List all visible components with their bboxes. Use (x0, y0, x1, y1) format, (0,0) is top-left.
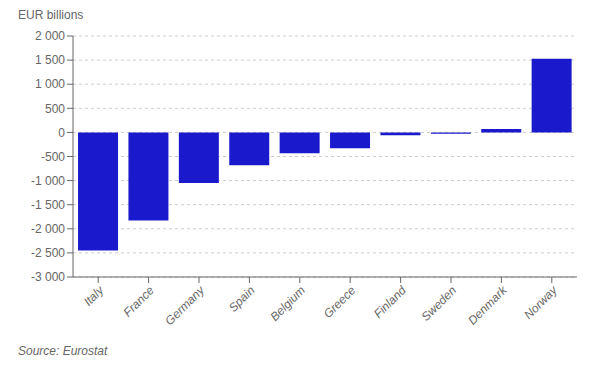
svg-text:0: 0 (58, 126, 65, 140)
svg-text:-2 500: -2 500 (31, 246, 65, 260)
svg-text:Greece: Greece (321, 283, 359, 321)
svg-text:Germany: Germany (162, 283, 208, 329)
svg-text:2 000: 2 000 (35, 29, 65, 43)
html-text:Source: Eurostat: Source: Eurostat (18, 344, 108, 358)
svg-text:-1 500: -1 500 (31, 198, 65, 212)
svg-text:1 000: 1 000 (35, 77, 65, 91)
html-text:EUR billions: EUR billions (18, 8, 84, 22)
svg-text:Italy: Italy (81, 283, 107, 309)
svg-text:Denmark: Denmark (465, 283, 510, 328)
svg-text:Finland: Finland (371, 283, 409, 321)
svg-text:-2 000: -2 000 (31, 222, 65, 236)
svg-text:France: France (120, 283, 157, 320)
svg-text:-500: -500 (41, 150, 65, 164)
svg-text:Spain: Spain (226, 283, 258, 315)
svg-text:-1 000: -1 000 (31, 174, 65, 188)
svg-text:Belgium: Belgium (267, 283, 308, 324)
svg-text:Norway: Norway (521, 283, 560, 322)
svg-text:-3 000: -3 000 (31, 270, 65, 284)
svg-text:Sweden: Sweden (419, 283, 460, 324)
svg-text:500: 500 (45, 102, 65, 116)
svg-text:1 500: 1 500 (35, 53, 65, 67)
